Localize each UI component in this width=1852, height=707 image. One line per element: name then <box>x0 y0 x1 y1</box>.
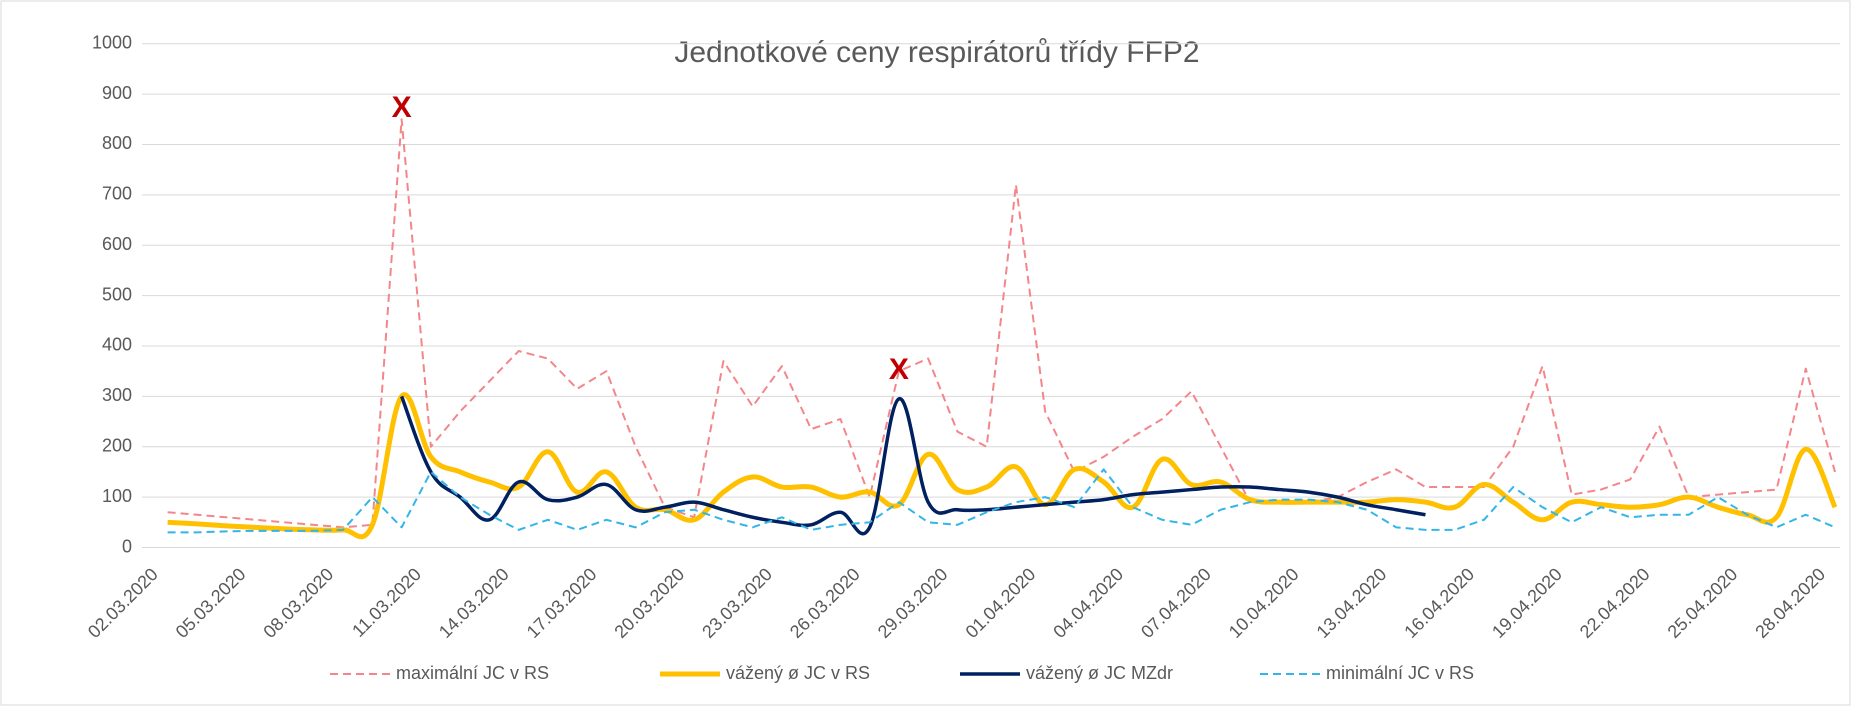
legend-label: minimální JC v RS <box>1326 663 1474 683</box>
x-tick-label: 04.04.2020 <box>1049 564 1127 642</box>
series-line <box>167 392 1838 540</box>
legend-label: vážený ø JC MZdr <box>1026 663 1173 683</box>
y-tick-label: 0 <box>122 536 132 556</box>
y-tick-label: 500 <box>102 284 132 304</box>
x-tick-label: 22.04.2020 <box>1576 564 1654 642</box>
y-tick-label: 200 <box>102 435 132 455</box>
x-tick-label: 23.03.2020 <box>698 564 776 642</box>
x-tick-label: 16.04.2020 <box>1400 564 1478 642</box>
x-tick-label: 28.04.2020 <box>1751 564 1829 642</box>
y-tick-label: 300 <box>102 385 132 405</box>
x-tick-label: 29.03.2020 <box>874 564 952 642</box>
legend-label: vážený ø JC v RS <box>726 663 870 683</box>
y-tick-label: 600 <box>102 234 132 254</box>
y-tick-label: 700 <box>102 184 132 204</box>
annotation: X <box>889 353 909 386</box>
series-line <box>167 468 1836 534</box>
chart-title: Jednotkové ceny respirátorů třídy FFP2 <box>674 36 1199 69</box>
x-tick-label: 11.03.2020 <box>348 564 425 641</box>
y-tick-label: 900 <box>102 83 132 103</box>
y-tick-label: 1000 <box>92 32 132 52</box>
x-tick-label: 08.03.2020 <box>259 564 337 642</box>
x-tick-label: 07.04.2020 <box>1137 564 1215 642</box>
x-tick-label: 02.03.2020 <box>84 564 162 642</box>
y-tick-label: 400 <box>102 335 132 355</box>
x-tick-label: 10.04.2020 <box>1225 564 1303 642</box>
legend-label: maximální JC v RS <box>396 663 549 683</box>
x-tick-label: 25.04.2020 <box>1664 564 1742 642</box>
x-tick-label: 17.03.2020 <box>523 564 601 642</box>
series-line <box>399 395 1426 536</box>
x-tick-label: 01.04.2020 <box>962 564 1040 642</box>
series-line <box>167 118 1836 529</box>
x-tick-label: 05.03.2020 <box>172 564 250 642</box>
x-tick-label: 20.03.2020 <box>610 564 688 642</box>
x-tick-label: 19.04.2020 <box>1488 564 1566 642</box>
x-tick-label: 14.03.2020 <box>435 564 513 642</box>
x-tick-label: 26.03.2020 <box>786 564 864 642</box>
annotation: X <box>392 91 412 124</box>
y-tick-label: 800 <box>102 133 132 153</box>
x-tick-label: 13.04.2020 <box>1313 564 1391 642</box>
y-tick-label: 100 <box>102 486 132 506</box>
